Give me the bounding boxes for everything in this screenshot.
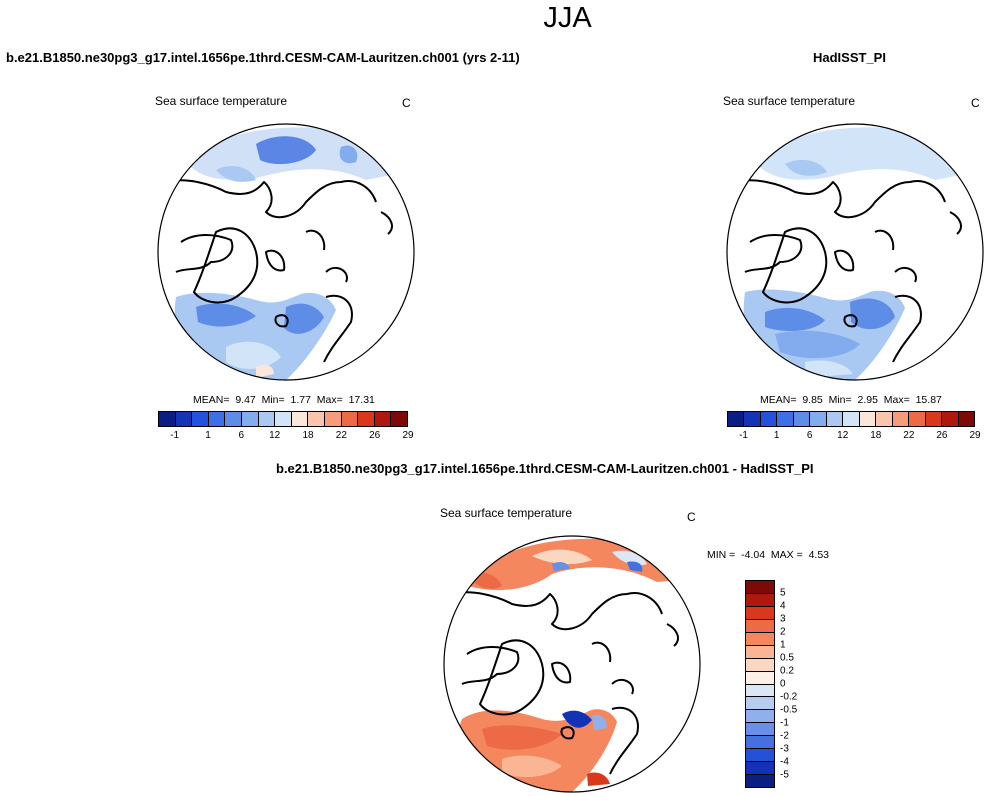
colorbar-cell (746, 671, 774, 685)
colorbar-cell (358, 412, 375, 426)
colorbar-cell (208, 412, 226, 426)
colorbar-cell (876, 412, 893, 426)
colorbar-cell (746, 710, 774, 724)
panel-1-case-title: b.e21.B1850.ne30pg3_g17.intel.1656pe.1th… (6, 50, 520, 65)
colorbar-tick-label: -0.2 (780, 691, 798, 703)
panel-2-stats: MEAN= 9.85 Min= 2.95 Max= 15.87 (760, 394, 942, 406)
colorbar-cell (746, 736, 774, 750)
colorbar-tick-label: 18 (870, 430, 882, 441)
colorbar-cell (746, 697, 774, 711)
panel-2-variable-label: Sea surface temperature (723, 94, 856, 108)
colorbar-tick-label: 1 (773, 430, 780, 441)
panel-1-polar-map (157, 123, 415, 381)
colorbar-tick-label: 5 (780, 587, 786, 599)
panel-2-colorbar-ticks: -1 1 6 12 18 22 26 29 (727, 430, 980, 442)
colorbar-tick-label: 12 (837, 430, 849, 441)
colorbar-tick-label: 6 (238, 430, 245, 441)
colorbar-cell (744, 412, 761, 426)
colorbar-cell (746, 684, 774, 698)
colorbar-cell (324, 412, 342, 426)
colorbar-cell (746, 723, 774, 737)
colorbar-cell (258, 412, 276, 426)
colorbar-cell (760, 412, 778, 426)
colorbar-tick-label: 6 (806, 430, 813, 441)
colorbar-tick-label: 0 (780, 678, 786, 690)
colorbar-cell (746, 658, 774, 672)
panel-1-units-label: C (402, 96, 411, 110)
colorbar-tick-label: 12 (269, 430, 281, 441)
panel-3-colorbar (745, 580, 775, 788)
colorbar-tick-label: -1 (170, 430, 180, 441)
colorbar-cell (843, 412, 860, 426)
colorbar-tick-label: 29 (969, 430, 981, 441)
colorbar-tick-label: 22 (903, 430, 915, 441)
colorbar-cell (728, 412, 745, 426)
colorbar-tick-label: -3 (780, 743, 789, 755)
colorbar-cell (175, 412, 193, 426)
colorbar-cell (793, 412, 811, 426)
colorbar-tick-label: 2 (780, 626, 786, 638)
colorbar-tick-label: 0.2 (780, 665, 794, 677)
panel-2-units-label: C (971, 96, 980, 110)
colorbar-cell (159, 412, 176, 426)
colorbar-cell (746, 645, 774, 659)
panel-1-colorbar-ticks: -1 1 6 12 18 22 26 29 (158, 430, 413, 442)
colorbar-cell (308, 412, 325, 426)
colorbar-cell (746, 619, 774, 633)
colorbar-tick-label: 4 (780, 600, 786, 612)
colorbar-cell (942, 412, 959, 426)
panel-3-colorbar-ticks: 5 4 3 2 1 0.5 0.2 0 -0.2 -0.5 -1 -2 -3 -4 -5 (780, 580, 820, 788)
colorbar-cell (391, 412, 407, 426)
colorbar-cell (746, 762, 774, 776)
panel-3-variable-label: Sea surface temperature (440, 506, 573, 520)
colorbar-cell (892, 412, 910, 426)
colorbar-cell (275, 412, 292, 426)
colorbar-tick-label: -1 (739, 430, 748, 441)
colorbar-tick-label: 26 (936, 430, 948, 441)
panel-2-colorbar (727, 411, 975, 427)
panel-1-variable-label: Sea surface temperature (155, 94, 288, 108)
colorbar-tick-label: 22 (335, 430, 347, 441)
colorbar-tick-label: 1 (205, 430, 211, 441)
figure-title: JJA (543, 2, 592, 34)
colorbar-tick-label: 3 (780, 613, 786, 625)
colorbar-cell (925, 412, 943, 426)
colorbar-cell (746, 606, 774, 620)
colorbar-cell (746, 775, 774, 787)
colorbar-cell (746, 593, 774, 607)
colorbar-cell (909, 412, 926, 426)
panel-1-stats: MEAN= 9.47 Min= 1.77 Max= 17.31 (193, 394, 375, 406)
panel-3-units-label: C (687, 510, 696, 524)
colorbar-tick-label: 18 (302, 430, 314, 441)
colorbar-tick-label: -2 (780, 730, 789, 742)
colorbar-cell (241, 412, 259, 426)
colorbar-cell (341, 412, 359, 426)
colorbar-tick-label: 29 (402, 430, 414, 441)
colorbar-cell (826, 412, 844, 426)
colorbar-cell (374, 412, 392, 426)
colorbar-tick-label: -5 (780, 769, 789, 781)
colorbar-cell (777, 412, 794, 426)
panel-1-colorbar (158, 411, 408, 427)
colorbar-tick-label: 0.5 (780, 652, 794, 664)
panel-3-stats: MIN = -4.04 MAX = 4.53 (707, 549, 830, 561)
colorbar-tick-label: -0.5 (780, 704, 798, 716)
colorbar-cell (192, 412, 209, 426)
colorbar-tick-label: -4 (780, 756, 789, 768)
colorbar-tick-label: -1 (780, 717, 789, 729)
panel-3-case-title: b.e21.B1850.ne30pg3_g17.intel.1656pe.1th… (276, 461, 814, 476)
colorbar-cell (746, 632, 774, 646)
colorbar-cell (291, 412, 309, 426)
colorbar-cell (225, 412, 242, 426)
colorbar-tick-label: 1 (780, 639, 786, 651)
colorbar-cell (810, 412, 827, 426)
colorbar-cell (958, 412, 975, 426)
colorbar-cell (859, 412, 877, 426)
colorbar-cell (746, 581, 774, 594)
panel-2-polar-map (726, 123, 984, 381)
colorbar-cell (746, 749, 774, 763)
colorbar-tick-label: 26 (369, 430, 381, 441)
panel-3-polar-map (443, 535, 701, 793)
panel-2-case-title: HadISST_PI (813, 50, 886, 65)
